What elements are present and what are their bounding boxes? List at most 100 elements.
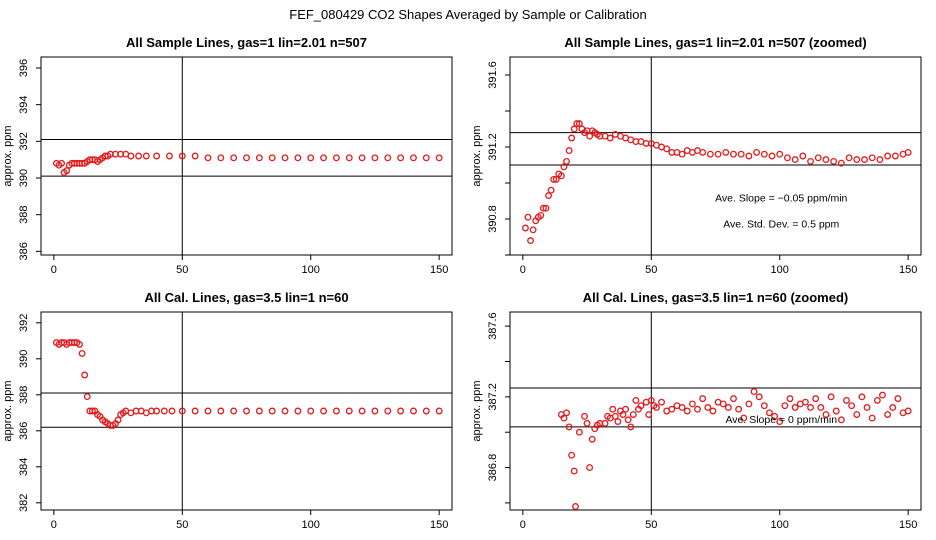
data-point [557, 172, 565, 180]
data-point [678, 150, 686, 158]
x-tick-label: 150 [430, 519, 448, 531]
data-point [547, 186, 555, 194]
data-point [889, 404, 897, 411]
data-point [632, 396, 640, 404]
data-point [552, 175, 560, 183]
data-point [791, 404, 799, 411]
data-point [542, 204, 550, 212]
data-point [573, 120, 581, 128]
x-tick-label: 50 [176, 264, 188, 276]
data-point [570, 125, 578, 133]
y-axis-label: approx. ppm [2, 125, 14, 186]
x-tick-label: 100 [771, 264, 789, 276]
data-point [294, 154, 302, 162]
data-point [760, 150, 768, 158]
x-tick-label: 100 [771, 519, 789, 531]
data-point [397, 154, 405, 162]
data-point [652, 404, 660, 411]
data-point [217, 154, 225, 162]
data-point [683, 407, 691, 415]
x-tick-label: 150 [899, 519, 917, 531]
data-point [294, 407, 302, 415]
data-series [52, 339, 443, 429]
y-tick-label: 390 [18, 169, 30, 187]
data-point [678, 404, 686, 411]
panel-title: All Sample Lines, gas=1 lin=2.01 n=507 (… [564, 35, 866, 50]
x-tick-label: 100 [302, 264, 320, 276]
data-point [868, 154, 876, 162]
data-point [753, 148, 761, 156]
data-point [524, 213, 532, 221]
data-point [730, 395, 737, 403]
data-point [583, 419, 591, 427]
data-point [178, 152, 186, 160]
data-point [114, 416, 122, 424]
y-tick-label: 396 [18, 59, 30, 77]
data-point [255, 154, 263, 162]
data-point [845, 154, 853, 162]
data-point [837, 416, 845, 424]
data-point [160, 407, 168, 415]
data-point [853, 156, 861, 164]
data-point [740, 414, 748, 422]
data-point [243, 407, 250, 415]
data-point [830, 157, 838, 165]
data-point [858, 393, 866, 401]
data-point [142, 152, 150, 160]
data-point [745, 152, 753, 160]
data-point [706, 150, 714, 158]
data-point [771, 412, 779, 420]
data-point [371, 407, 379, 415]
data-point [397, 407, 405, 415]
data-point [894, 395, 902, 403]
data-point [807, 157, 814, 165]
data-point [619, 411, 627, 418]
data-point [799, 152, 807, 160]
data-point [848, 402, 856, 410]
data-series [521, 120, 912, 245]
data-point [435, 154, 443, 162]
y-tick-label: 387.2 [487, 383, 499, 411]
data-point [873, 396, 881, 404]
data-point [586, 132, 594, 140]
data-point [127, 152, 135, 160]
data-point [560, 414, 568, 422]
data-point [575, 428, 583, 436]
data-point [358, 407, 366, 415]
data-point [812, 395, 820, 403]
data-point [422, 154, 430, 162]
data-point [568, 134, 576, 142]
data-point [822, 411, 830, 418]
data-point [814, 154, 822, 162]
data-point [627, 423, 635, 431]
data-point [786, 395, 794, 403]
data-point [345, 154, 353, 162]
data-point [776, 418, 784, 426]
plot-frame [40, 311, 453, 511]
data-point [737, 150, 745, 158]
data-point [722, 148, 730, 156]
x-tick-label: 100 [302, 519, 320, 531]
data-point [609, 405, 617, 413]
data-point [320, 407, 328, 415]
data-point [563, 157, 570, 165]
data-point [745, 400, 753, 408]
data-point [422, 407, 430, 415]
data-point [837, 159, 845, 167]
data-point [611, 412, 619, 420]
data-point [332, 407, 340, 415]
data-point [694, 405, 701, 413]
x-tick-label: 0 [520, 519, 526, 531]
y-tick-label: 391.2 [487, 133, 499, 161]
data-point [135, 152, 143, 160]
plot-frame [509, 56, 922, 256]
data-point [730, 150, 737, 158]
data-point [575, 120, 583, 128]
y-tick-label: 384 [18, 458, 30, 476]
data-point [435, 407, 443, 415]
data-series [557, 388, 912, 510]
data-point [307, 407, 315, 415]
chart-panel-3: All Cal. Lines, gas=3.5 lin=1 n=60 0 50 100… [2, 290, 453, 531]
data-point [586, 464, 594, 472]
